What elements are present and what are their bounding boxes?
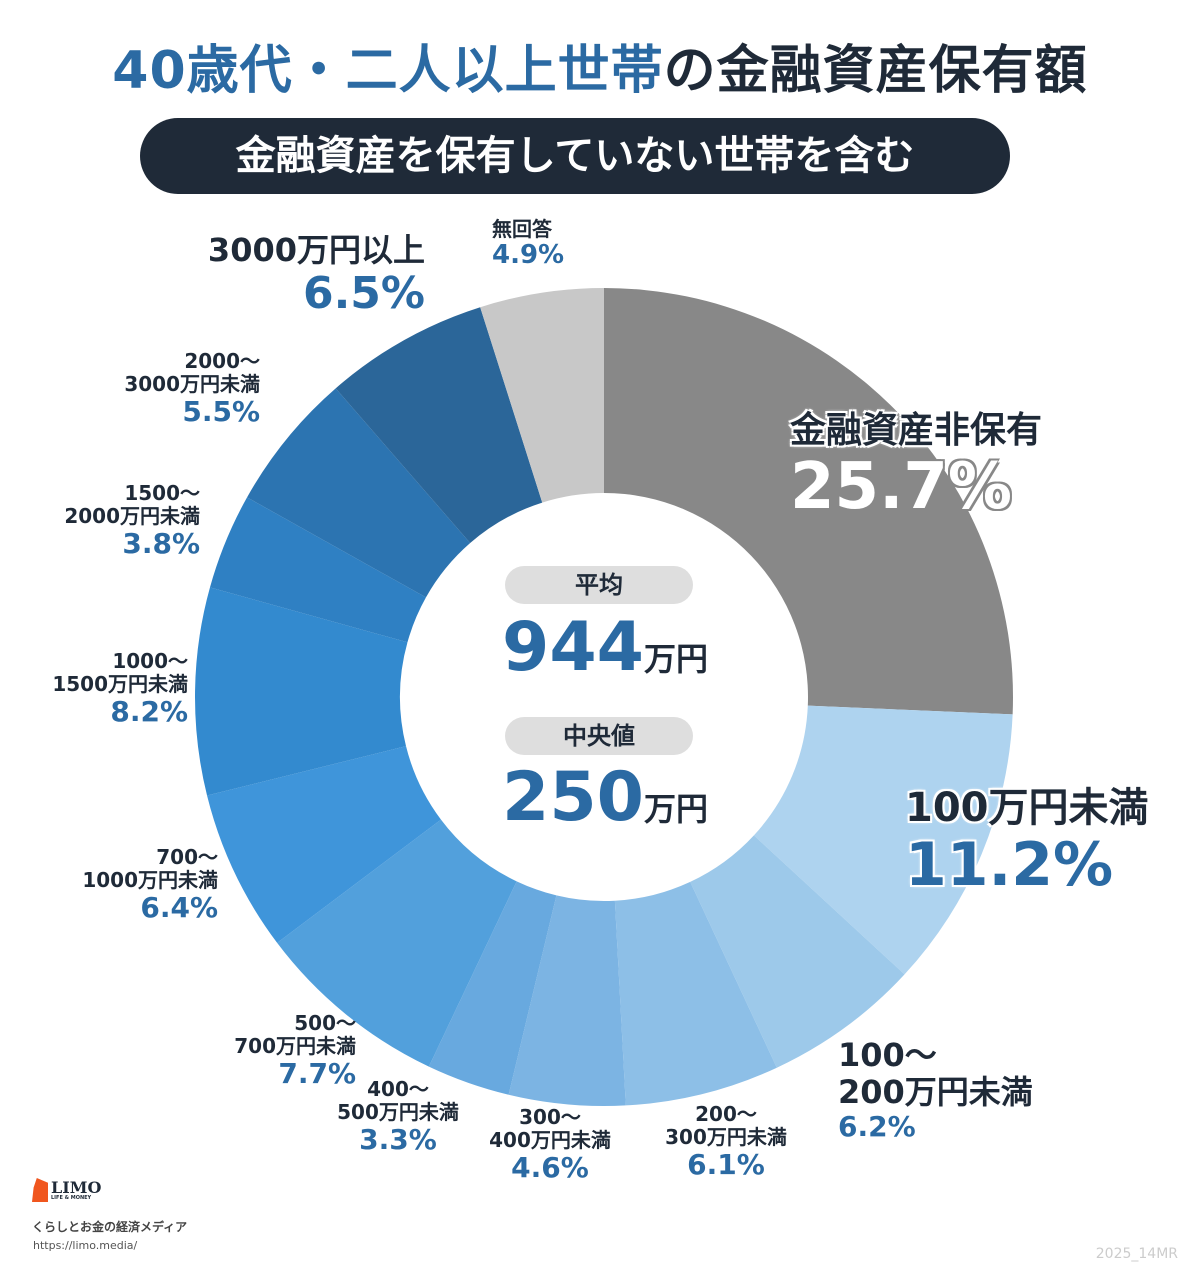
- slice-label-value: 5.5%: [182, 395, 260, 428]
- label-9: 1500〜 2000万円未満 3.8%: [60, 482, 200, 560]
- page-title: 40歳代・二人以上世帯の金融資産保有額: [0, 28, 1200, 103]
- logo-text: LIMO: [51, 1177, 102, 1197]
- slice-label-value: 6.5%: [302, 267, 425, 319]
- slice-label-value: 3.3%: [359, 1123, 437, 1156]
- label-2: 100〜 200万円未満 6.2%: [838, 1037, 1033, 1143]
- subtitle-badge: 金融資産を保有していない世帯を含む: [140, 118, 1010, 194]
- slice-label-name: 700〜: [156, 845, 218, 869]
- slice-label-value: 6.1%: [687, 1148, 765, 1181]
- slice-12: [480, 288, 604, 503]
- slice-label-name: 2000〜: [184, 349, 260, 373]
- mean-unit: 万円: [643, 640, 708, 678]
- slice-label-name: 400万円未満: [489, 1128, 611, 1152]
- slice-label-name: 300万円未満: [665, 1125, 787, 1149]
- image-code: 2025_14MR: [1095, 1246, 1178, 1262]
- slice-label-name: 100万円未満: [905, 785, 1149, 831]
- slice-label-value: 3.8%: [122, 527, 200, 560]
- slice-10: [247, 388, 471, 598]
- slice-label-value: 8.2%: [110, 695, 188, 728]
- slice-label-value: 25.7%: [790, 450, 1013, 525]
- label-7: 700〜 1000万円未満 6.4%: [78, 846, 218, 924]
- logo-sub: LIFE & MONEY: [51, 1194, 92, 1201]
- slice-0: [604, 288, 1013, 715]
- slice-4: [508, 895, 626, 1106]
- slice-label-value: 6.2%: [838, 1109, 916, 1143]
- slice-label-value: 6.4%: [140, 891, 218, 924]
- slice-label-name: 500〜: [294, 1011, 356, 1035]
- slice-label-name: 2000万円未満: [64, 504, 200, 528]
- label-10: 2000〜 3000万円未満 5.5%: [120, 350, 260, 428]
- label-0: 金融資産非保有 25.7%: [790, 410, 1042, 525]
- slice-label-name: 無回答: [492, 217, 552, 241]
- slice-8: [194, 587, 408, 796]
- slice-7: [207, 746, 441, 943]
- slice-label-name: 1500万円未満: [52, 672, 188, 696]
- limo-logo: LIMO LIFE & MONEY: [32, 1178, 101, 1202]
- label-6: 500〜 700万円未満 7.7%: [216, 1012, 356, 1090]
- slice-label-name: 200〜: [695, 1102, 757, 1126]
- slice-label-name: 3000万円未満: [124, 372, 260, 396]
- label-12: 無回答 4.9%: [492, 218, 564, 271]
- slice-2: [690, 835, 905, 1068]
- slice-3: [614, 881, 777, 1106]
- slice-5: [428, 881, 557, 1095]
- slice-label-name: 200万円未満: [838, 1072, 1033, 1111]
- slice-1: [753, 705, 1013, 975]
- median-number: 250: [502, 758, 644, 837]
- logo-mark-icon: [32, 1178, 48, 1202]
- mean-number: 944: [502, 608, 644, 687]
- mean-label: 平均: [505, 566, 693, 604]
- site-url[interactable]: https://limo.media/: [33, 1239, 138, 1252]
- label-1: 100万円未満 11.2%: [905, 785, 1149, 900]
- slice-label-name: 500万円未満: [337, 1100, 459, 1124]
- slice-label-name: 700万円未満: [234, 1034, 356, 1058]
- slice-label-value: 4.6%: [511, 1151, 589, 1184]
- slice-label-name: 1000万円未満: [82, 868, 218, 892]
- label-4: 300〜 400万円未満 4.6%: [480, 1106, 620, 1184]
- title-highlight: 40歳代・二人以上世帯: [112, 41, 664, 101]
- slice-label-name: 金融資産非保有: [790, 410, 1043, 451]
- slice-label-name: 1000〜: [112, 649, 188, 673]
- slice-9: [209, 497, 426, 643]
- mean-value: 944万円: [440, 608, 770, 687]
- label-11: 3000万円以上 6.5%: [200, 232, 425, 319]
- median-value: 250万円: [440, 758, 770, 837]
- slice-label-name: 300〜: [519, 1105, 581, 1129]
- title-rest: の金融資産保有額: [663, 41, 1088, 101]
- slice-6: [277, 819, 517, 1067]
- slice-label-name: 3000万円以上: [207, 231, 425, 269]
- label-5: 400〜 500万円未満 3.3%: [328, 1078, 468, 1156]
- slice-label-value: 7.7%: [278, 1057, 356, 1090]
- tagline: くらしとお金の経済メディア: [32, 1220, 188, 1234]
- slice-label-name: 400〜: [367, 1077, 429, 1101]
- slice-label-value: 4.9%: [492, 240, 565, 270]
- slice-label-value: 11.2%: [905, 830, 1114, 900]
- label-8: 1000〜 1500万円未満 8.2%: [48, 650, 188, 728]
- median-label: 中央値: [505, 717, 693, 755]
- slice-label-name: 1500〜: [124, 481, 200, 505]
- median-unit: 万円: [643, 790, 708, 828]
- slice-11: [335, 307, 543, 544]
- label-3: 200〜 300万円未満 6.1%: [656, 1103, 796, 1181]
- slice-label-name: 100〜: [838, 1036, 937, 1074]
